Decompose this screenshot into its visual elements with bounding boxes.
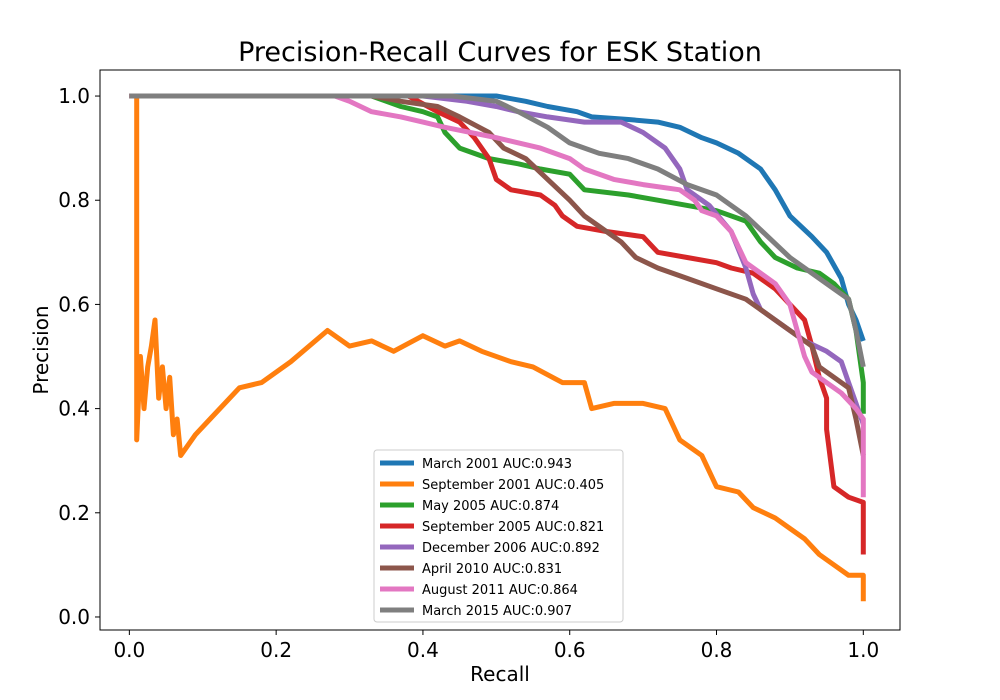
series-line-5 xyxy=(129,93,866,456)
series-line-2 xyxy=(129,93,866,414)
y-tick-label: 0.0 xyxy=(58,605,90,629)
y-tick-label: 1.0 xyxy=(58,84,90,108)
legend-box xyxy=(373,449,624,623)
y-axis: 0.0 0.2 0.4 0.6 0.8 1.0 xyxy=(58,84,100,629)
x-tick-label: 0.6 xyxy=(554,638,586,662)
legend-label-6: August 2011 AUC:0.864 xyxy=(422,583,578,598)
plot-frame xyxy=(99,69,901,631)
legend-label-4: December 2006 AUC:0.892 xyxy=(422,541,600,556)
x-tick-label: 0.4 xyxy=(407,638,439,662)
y-axis-label: Precision xyxy=(29,305,53,394)
y-tick-label: 0.2 xyxy=(58,501,90,525)
series-layer xyxy=(129,93,866,602)
series-line-7 xyxy=(129,93,866,368)
y-tick-label: 0.8 xyxy=(58,188,90,212)
x-axis: 0.0 0.2 0.4 0.6 0.8 1.0 xyxy=(113,630,879,662)
legend-label-3: September 2005 AUC:0.821 xyxy=(422,520,604,535)
x-tick-label: 1.0 xyxy=(847,638,879,662)
x-tick-label: 0.0 xyxy=(113,638,145,662)
chart-title: Precision-Recall Curves for ESK Station xyxy=(238,37,762,68)
series-line-0 xyxy=(129,93,866,342)
x-tick-label: 0.8 xyxy=(701,638,733,662)
y-tick-label: 0.6 xyxy=(58,292,90,316)
series-line-1 xyxy=(129,93,866,602)
legend-label-0: March 2001 AUC:0.943 xyxy=(422,457,572,472)
legend-label-1: September 2001 AUC:0.405 xyxy=(422,478,604,493)
x-tick-label: 0.2 xyxy=(260,638,292,662)
y-tick-label: 0.4 xyxy=(58,397,90,421)
legend-label-5: April 2010 AUC:0.831 xyxy=(422,562,562,577)
x-axis-label: Recall xyxy=(470,662,530,686)
series-line-6 xyxy=(129,93,866,498)
legend-label-7: March 2015 AUC:0.907 xyxy=(422,604,572,619)
series-line-3 xyxy=(129,93,866,555)
legend-label-2: May 2005 AUC:0.874 xyxy=(422,499,559,514)
legend: March 2001 AUC:0.943 September 2001 AUC:0… xyxy=(373,449,624,623)
series-line-4 xyxy=(129,93,866,426)
